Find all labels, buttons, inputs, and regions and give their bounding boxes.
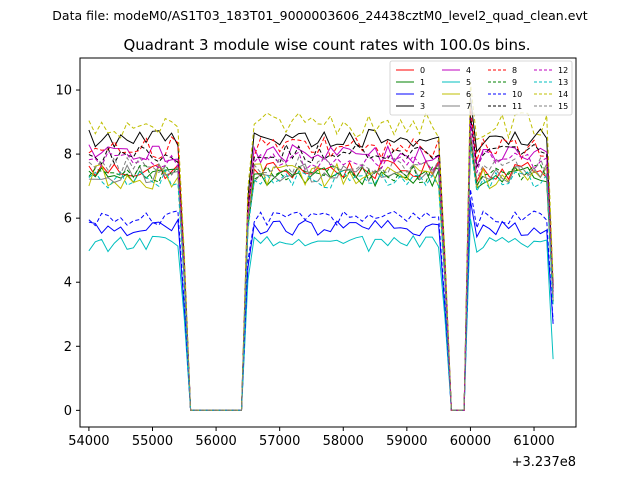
series-line-7: [88, 137, 554, 411]
legend-label-4: 4: [466, 66, 471, 75]
legend-label-15: 15: [558, 102, 568, 111]
series-line-6: [88, 141, 554, 411]
super-title: Data file: modeM0/AS1T03_183T01_90000036…: [52, 8, 587, 23]
legend-label-2: 2: [420, 90, 425, 99]
y-axis: 0 2 4 6 8 10: [55, 84, 80, 419]
series-line-2: [88, 200, 554, 411]
y-tick-label: 10: [55, 84, 72, 99]
series-layer: [88, 82, 554, 411]
legend-label-14: 14: [558, 90, 568, 99]
legend-label-8: 8: [512, 66, 517, 75]
series-line-8: [88, 108, 554, 411]
x-tick-label: 57000: [259, 434, 300, 449]
legend-label-13: 13: [558, 78, 568, 87]
legend-label-5: 5: [466, 78, 471, 87]
y-tick-label: 2: [64, 340, 72, 355]
legend-label-10: 10: [512, 90, 522, 99]
legend-label-12: 12: [558, 66, 568, 75]
x-tick-label: 58000: [323, 434, 364, 449]
x-tick-label: 59000: [386, 434, 427, 449]
x-tick-label: 60000: [450, 434, 491, 449]
legend-label-0: 0: [420, 66, 425, 75]
legend-label-11: 11: [512, 102, 522, 111]
legend-label-3: 3: [420, 102, 425, 111]
x-axis: 54000 55000 56000 57000 58000 59000 60000 61000: [68, 427, 555, 449]
y-tick-label: 8: [64, 148, 72, 163]
series-line-9: [88, 137, 554, 411]
legend-label-7: 7: [466, 102, 471, 111]
legend-label-1: 1: [420, 78, 425, 87]
axes-frame: [79, 57, 577, 428]
series-line-11: [88, 115, 554, 411]
y-tick-label: 4: [64, 276, 72, 291]
y-tick-label: 6: [64, 212, 72, 227]
x-tick-label: 61000: [513, 434, 554, 449]
series-line-13: [88, 145, 554, 411]
series-line-5: [88, 218, 554, 411]
series-line-14: [88, 82, 554, 411]
legend-box: [389, 60, 573, 116]
x-tick-label: 54000: [68, 434, 109, 449]
legend-label-9: 9: [512, 78, 517, 87]
legend-label-6: 6: [466, 90, 471, 99]
x-tick-label: 55000: [132, 434, 173, 449]
series-line-15: [88, 130, 554, 411]
y-tick-label: 0: [64, 404, 72, 419]
x-offset-label: +3.237e8: [512, 455, 576, 470]
series-line-1: [88, 141, 554, 411]
series-line-10: [88, 189, 554, 411]
chart-title: Quadrant 3 module wise count rates with …: [123, 36, 530, 54]
x-tick-label: 56000: [195, 434, 236, 449]
series-line-3: [88, 97, 554, 411]
series-line-4: [88, 115, 554, 411]
